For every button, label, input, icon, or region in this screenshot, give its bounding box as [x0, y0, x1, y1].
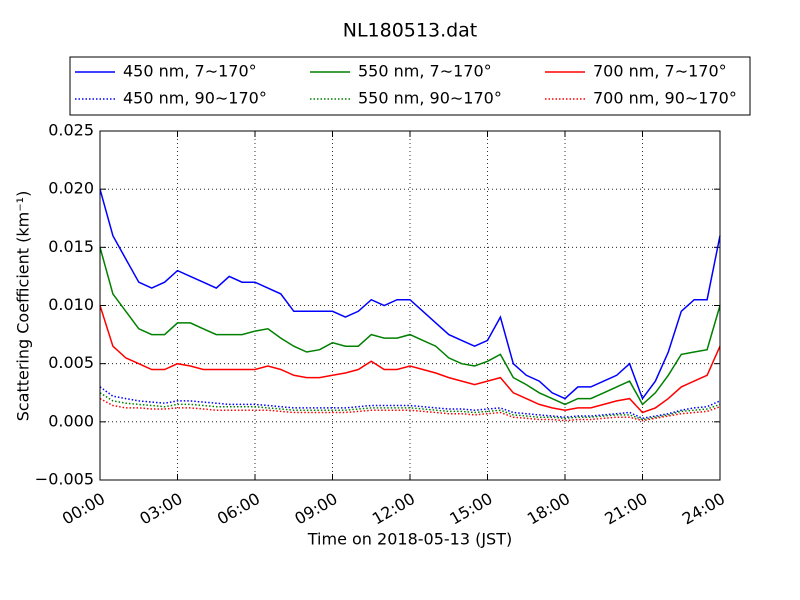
- x-tick-label: 21:00: [601, 489, 650, 529]
- x-tick-label: 09:00: [291, 489, 340, 529]
- legend-label: 550 nm, 90∼170°: [358, 89, 502, 108]
- y-tick-label: −0.005: [35, 470, 94, 489]
- legend-label: 450 nm, 7∼170°: [123, 62, 257, 81]
- y-tick-label: 0.000: [48, 411, 94, 430]
- y-tick-label: 0.020: [48, 179, 94, 198]
- legend-label: 450 nm, 90∼170°: [123, 89, 267, 108]
- x-tick-label: 06:00: [214, 489, 263, 529]
- y-tick-label: 0.010: [48, 295, 94, 314]
- y-tick-label: 0.005: [48, 353, 94, 372]
- y-tick-label: 0.025: [48, 121, 94, 140]
- x-tick-label: 00:00: [59, 489, 108, 529]
- chart-title: NL180513.dat: [343, 20, 478, 42]
- plot-frame: [99, 130, 721, 481]
- x-tick-label: 12:00: [369, 489, 418, 529]
- series-line: [99, 397, 721, 422]
- series-line: [99, 386, 721, 420]
- x-tick-label: 24:00: [679, 489, 728, 529]
- y-axis-label: Scattering Coefficient (km⁻¹): [14, 191, 33, 422]
- series-line: [99, 247, 721, 406]
- x-axis-label: Time on 2018-05-13 (JST): [307, 530, 512, 549]
- series-line: [99, 305, 721, 414]
- series-line: [99, 188, 721, 401]
- x-tick-label: 03:00: [136, 489, 185, 529]
- legend-label: 550 nm, 7∼170°: [358, 62, 492, 81]
- legend-label: 700 nm, 90∼170°: [593, 89, 737, 108]
- legend-box: [69, 56, 751, 116]
- series-line: [99, 392, 721, 421]
- x-tick-label: 18:00: [524, 489, 573, 529]
- x-tick-label: 15:00: [446, 489, 495, 529]
- legend-label: 700 nm, 7∼170°: [593, 62, 727, 81]
- y-tick-label: 0.015: [48, 237, 94, 256]
